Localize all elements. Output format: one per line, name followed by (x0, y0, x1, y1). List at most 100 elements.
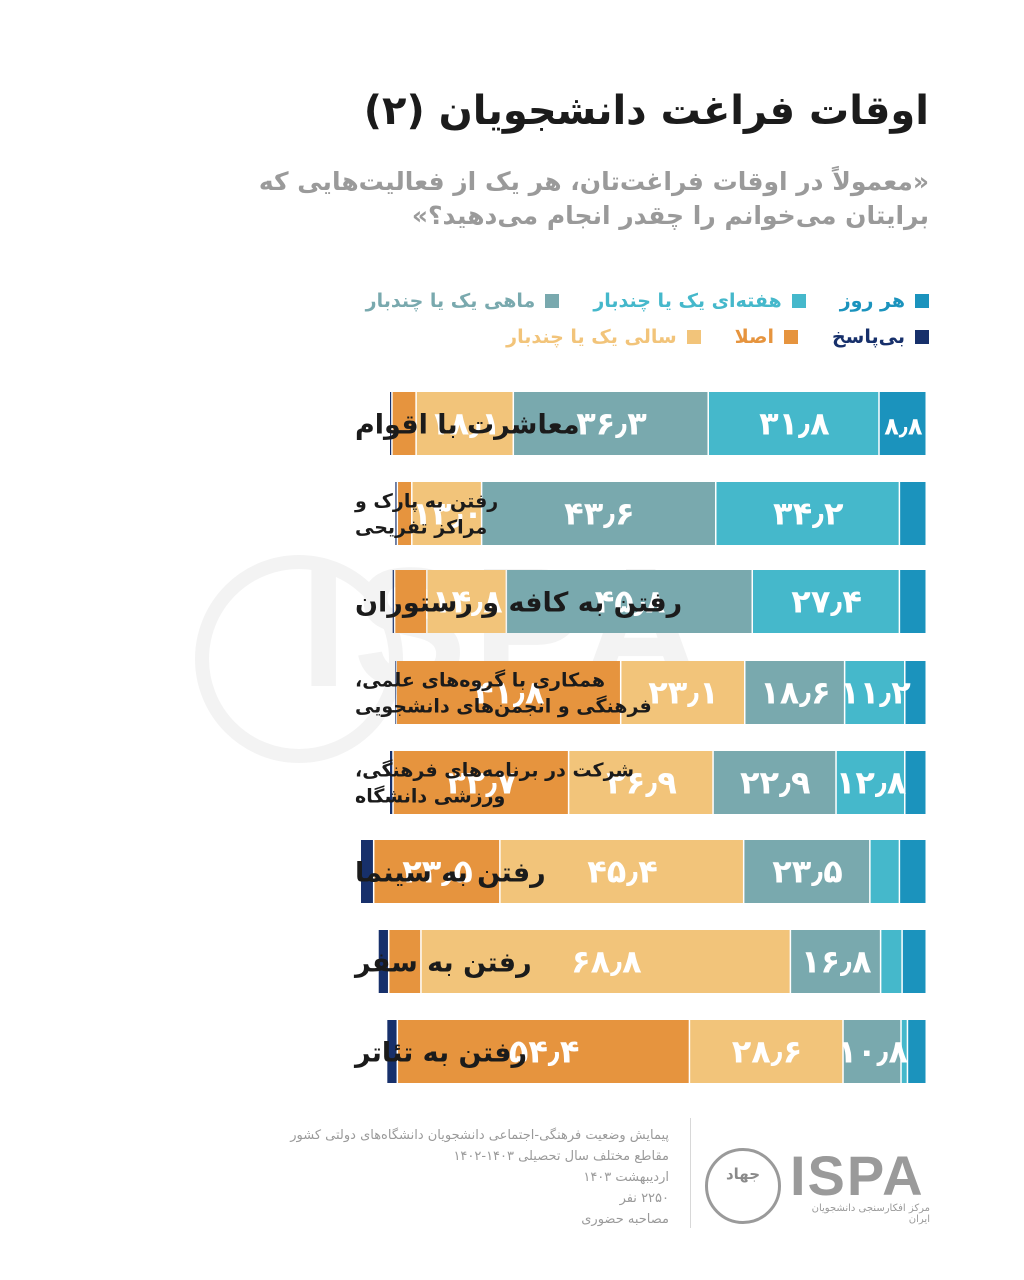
bar-segment-daily (902, 930, 926, 993)
bar-segment-monthly (744, 840, 870, 903)
bar-segment-monthly (745, 661, 844, 724)
bar-segment-no_answer (378, 930, 388, 993)
bar-segment-no_answer (392, 570, 394, 633)
category-label: همکاری با گروه‌های علمی، (355, 669, 605, 692)
bar-segment-monthly (514, 392, 708, 455)
category-label: شرکت در برنامه‌های فرهنگی، (355, 759, 634, 782)
ispa-logo-subtitle: مرکز افکارسنجی دانشجویان ایران (811, 1203, 930, 1225)
legend-swatch-never (783, 330, 798, 344)
ispa-logo: ISPA (790, 1144, 925, 1207)
bar-segment-no_answer (361, 840, 373, 903)
bar-segment-weekly (845, 661, 905, 724)
footer-line: پیمایش وضعیت فرهنگی-اجتماعی دانشجویان دا… (290, 1128, 669, 1143)
legend-item-monthly: ماهی یک یا چندبار (366, 290, 560, 312)
bar-data-label: ۳۶٫۳ (576, 405, 647, 443)
bar-segment-yearly (421, 930, 790, 993)
category-label: رفتن به سفر (353, 948, 532, 979)
category-label: معاشرت با اقوام (355, 410, 580, 441)
bar-segment-monthly (482, 482, 715, 545)
legend-item-weekly: هفته‌ای یک یا چندبار (593, 290, 806, 312)
footer-divider (690, 1118, 691, 1228)
bar-segment-daily (900, 482, 926, 545)
legend-swatch-no-answer (915, 330, 929, 344)
bar-segment-daily (905, 751, 926, 814)
bar-segment-yearly (500, 840, 743, 903)
footer-source: پیمایش وضعیت فرهنگی-اجتماعی دانشجویان دا… (249, 1125, 669, 1230)
category-label: رفتن به کافه و رستوران (355, 588, 682, 619)
bar-data-label: ۱۸٫۶ (760, 674, 831, 712)
bar-data-label: ۳۴٫۲ (773, 495, 844, 533)
bar-data-label: ۱۱٫۲ (840, 674, 911, 712)
legend-row-1: هر روز هفته‌ای یک یا چندبار ماهی یک یا چ… (329, 283, 929, 319)
bar-segment-never (396, 661, 620, 724)
category-label: رفتن به سینما (355, 858, 546, 889)
legend-swatch-weekly (791, 294, 806, 308)
bar-data-label: ۲۳٫۵ (772, 853, 843, 891)
legend-swatch-daily (915, 294, 929, 308)
bar-segment-daily (908, 1020, 926, 1083)
bar-segment-yearly (416, 392, 513, 455)
bar-data-label: ۴۳٫۶ (564, 495, 635, 533)
bar-segment-weekly (836, 751, 905, 814)
bar-data-label: ۲۳٫۱ (648, 674, 719, 712)
bar-segment-never (389, 930, 421, 993)
bar-segment-no_answer (395, 482, 397, 545)
legend-label-daily: هر روز (839, 290, 905, 312)
bar-segment-no_answer (387, 1020, 397, 1083)
jahad-logo-text: جهاد (725, 1165, 761, 1183)
bar-data-label: ۴۱٫۸ (474, 674, 545, 712)
bar-data-label: ۲۸٫۶ (732, 1033, 803, 1071)
bar-data-label: ۱۸٫۱ (430, 405, 501, 443)
bar-data-label: ۵۴٫۴ (509, 1033, 580, 1071)
legend-label-yearly: سالی یک یا چندبار (506, 326, 677, 348)
bar-data-label: ۲۲٫۹ (740, 764, 811, 802)
bar-segment-no_answer (395, 661, 397, 724)
bar-data-label: ۳۱٫۸ (759, 405, 830, 443)
jahad-logo-icon (705, 1148, 781, 1224)
chart-legend: هر روز هفته‌ای یک یا چندبار ماهی یک یا چ… (329, 283, 929, 355)
bar-segment-weekly (881, 930, 902, 993)
bar-segment-yearly (427, 570, 506, 633)
bar-segment-never (395, 570, 427, 633)
bar-data-label: ۳۲٫۷ (446, 764, 517, 802)
bar-data-label: ۱۳٫۰ (412, 495, 483, 533)
bar-segment-monthly (713, 751, 836, 814)
bar-segment-no_answer (390, 392, 392, 455)
category-label: فرهنگی و انجمن‌های دانشجویی (355, 695, 652, 718)
page-title: اوقات فراغت دانشجویان (۲) (363, 88, 929, 134)
bar-segment-yearly (690, 1020, 843, 1083)
footer-line: مصاحبه حضوری (581, 1212, 669, 1227)
bar-data-label: ۴۵٫۸ (595, 583, 666, 621)
bar-data-label: ۸٫۸ (884, 413, 923, 441)
legend-item-never: اصلا (735, 326, 798, 348)
bar-segment-never (398, 1020, 689, 1083)
bar-segment-weekly (716, 482, 899, 545)
bar-segment-daily (900, 570, 926, 633)
bar-segment-weekly (901, 1020, 907, 1083)
footer-line: مقاطع مختلف سال تحصیلی ۱۴۰۳-۱۴۰۲ (453, 1149, 669, 1164)
bar-data-label: ۶۸٫۸ (571, 943, 642, 981)
bar-data-label: ۱۶٫۸ (801, 943, 872, 981)
bar-data-label: ۲۳٫۵ (402, 853, 473, 891)
bar-segment-never (398, 482, 412, 545)
legend-item-daily: هر روز (840, 290, 929, 312)
bar-data-label: ۱۰٫۸ (837, 1033, 908, 1071)
bar-segment-no_answer (390, 751, 393, 814)
legend-label-weekly: هفته‌ای یک یا چندبار (593, 290, 782, 312)
category-label: رفتن به تئاتر (353, 1038, 527, 1069)
bar-segment-weekly (870, 840, 899, 903)
bar-segment-monthly (507, 570, 752, 633)
page-subtitle: «معمولاً در اوقات فراغت‌تان، هر یک از فع… (258, 167, 929, 230)
bar-data-label: ۱۴٫۸ (432, 583, 503, 621)
bar-segment-never (392, 392, 416, 455)
bar-segment-daily (900, 840, 926, 903)
bar-data-label: ۲۷٫۴ (791, 583, 862, 621)
legend-label-no-answer: بی‌پاسخ (831, 326, 905, 348)
legend-swatch-monthly (545, 294, 560, 308)
footer-line: اردیبهشت ۱۴۰۳ (583, 1170, 669, 1185)
bar-segment-daily (905, 661, 926, 724)
category-label: مراکز تفریحی (355, 517, 487, 539)
bar-segment-yearly (621, 661, 744, 724)
bar-segment-weekly (708, 392, 879, 455)
bar-data-label: ۱۲٫۸ (836, 764, 907, 802)
